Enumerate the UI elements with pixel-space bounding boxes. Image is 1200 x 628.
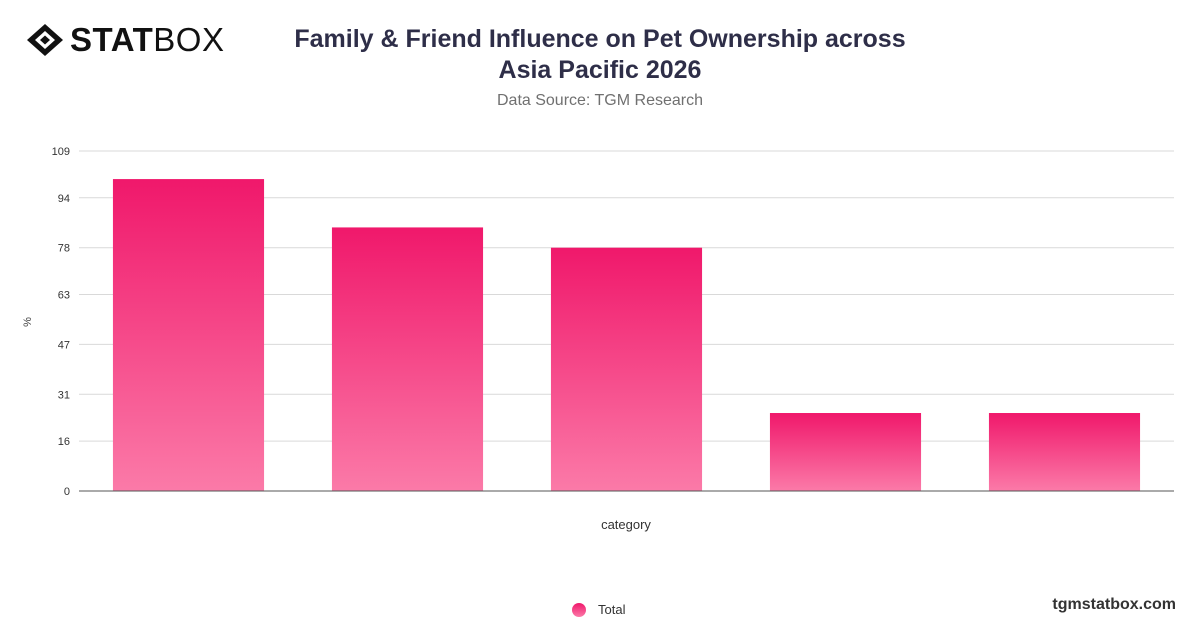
y-tick-label: 16	[58, 436, 70, 448]
chart-title: Family & Friend Influence on Pet Ownersh…	[250, 24, 950, 86]
logo-text: STATBOX	[70, 22, 224, 58]
y-tick-labels: 0 16 31 47 63 78 94 109	[52, 146, 70, 498]
y-tick-label: 94	[58, 193, 70, 205]
legend[interactable]: Total	[572, 602, 625, 617]
bar-total-1[interactable]	[112, 179, 265, 491]
y-axis-label: %	[22, 317, 34, 327]
y-tick-label: 78	[58, 243, 70, 255]
y-tick-label: 47	[58, 339, 70, 351]
legend-label-total: Total	[598, 602, 626, 617]
bar-total-4[interactable]	[769, 413, 922, 491]
chart-title-line1: Family & Friend Influence on Pet Ownersh…	[294, 25, 906, 53]
bar-total-5[interactable]	[988, 413, 1141, 491]
chart-subtitle: Data Source: TGM Research	[496, 92, 703, 109]
y-tick-label: 109	[52, 146, 70, 158]
logo-text-light: BOX	[153, 21, 225, 58]
diamond-logo-icon	[27, 24, 63, 56]
y-tick-label: 31	[58, 389, 70, 401]
legend-swatch-total	[572, 602, 586, 617]
site-url[interactable]: tgmstatbox.com	[1052, 596, 1176, 613]
bar-total-3[interactable]	[550, 247, 703, 491]
x-axis-label: category	[601, 517, 651, 532]
bar-total-2[interactable]	[331, 227, 484, 492]
chart-title-line2: Asia Pacific 2026	[498, 56, 702, 84]
y-tick-label: 63	[58, 289, 70, 301]
statbox-logo: STATBOX	[26, 22, 224, 58]
logo-text-bold: STAT	[70, 21, 154, 58]
y-tick-label: 0	[64, 486, 70, 498]
bars	[112, 179, 1141, 492]
